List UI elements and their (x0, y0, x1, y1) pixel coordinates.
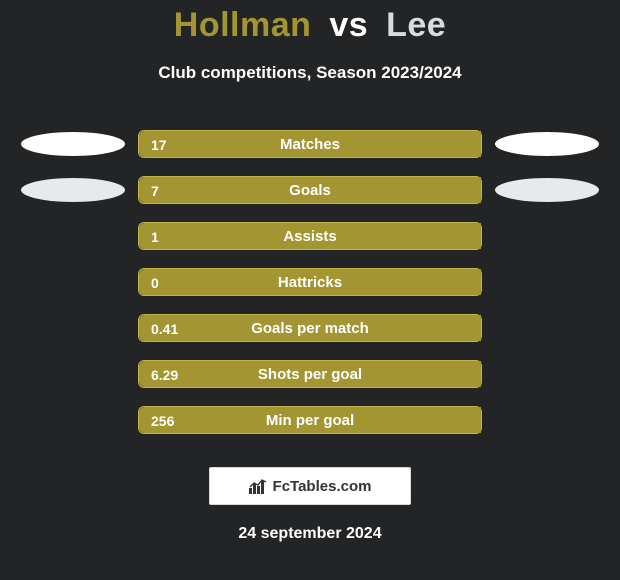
date-text: 24 september 2024 (0, 525, 620, 543)
stat-row: 17Matches (0, 121, 620, 167)
stat-label: Goals (139, 177, 481, 205)
player-left-name: Hollman (174, 6, 312, 44)
row-left-side (8, 132, 138, 156)
stat-row: 0.41Goals per match (0, 305, 620, 351)
stat-bar: 17Matches (138, 130, 482, 158)
stat-label: Matches (139, 131, 481, 159)
stat-rows: 17Matches 7Goals 1Assists 0Hattricks 0.41Goa… (0, 121, 620, 443)
stat-label: Goals per match (139, 315, 481, 343)
stat-bar: 7Goals (138, 176, 482, 204)
player-right-name: Lee (386, 6, 446, 44)
vs-text: vs (329, 6, 368, 44)
chart-icon (249, 478, 267, 494)
row-right-side (482, 178, 612, 202)
row-left-side (8, 178, 138, 202)
stat-label: Min per goal (139, 407, 481, 435)
stat-row: 7Goals (0, 167, 620, 213)
stat-bar: 0.41Goals per match (138, 314, 482, 342)
player-left-marker (21, 132, 125, 156)
stat-label: Hattricks (139, 269, 481, 297)
player-right-marker (495, 132, 599, 156)
stat-row: 256Min per goal (0, 397, 620, 443)
stat-bar: 1Assists (138, 222, 482, 250)
subtitle: Club competitions, Season 2023/2024 (0, 63, 620, 83)
stat-bar: 6.29Shots per goal (138, 360, 482, 388)
stat-label: Shots per goal (139, 361, 481, 389)
stat-bar: 0Hattricks (138, 268, 482, 296)
stat-row: 6.29Shots per goal (0, 351, 620, 397)
player-left-marker (21, 178, 125, 202)
source-logo-text: FcTables.com (273, 478, 372, 495)
player-right-marker (495, 178, 599, 202)
stat-bar: 256Min per goal (138, 406, 482, 434)
stat-row: 1Assists (0, 213, 620, 259)
stat-label: Assists (139, 223, 481, 251)
stat-row: 0Hattricks (0, 259, 620, 305)
title: Hollman vs Lee (0, 0, 620, 45)
comparison-card: Hollman vs Lee Club competitions, Season… (0, 0, 620, 580)
row-right-side (482, 132, 612, 156)
source-logo: FcTables.com (209, 467, 411, 505)
